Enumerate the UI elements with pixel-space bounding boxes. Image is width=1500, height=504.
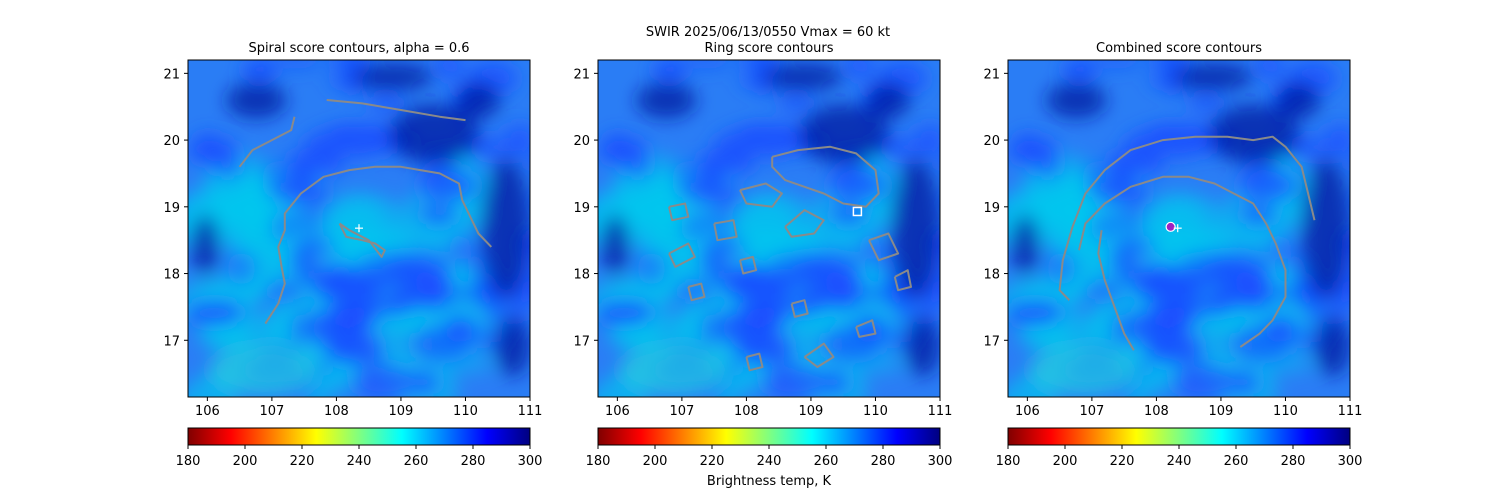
x-tick-label: 107: [1079, 404, 1104, 419]
colorbar-tick-label: 220: [1110, 454, 1135, 469]
contour-line: [868, 232, 900, 262]
colorbar-tick-label: 300: [928, 454, 953, 469]
contour-line: [745, 352, 764, 372]
panel-title: Combined score contours: [1096, 41, 1262, 56]
colorbar-tick-label: 280: [871, 454, 896, 469]
y-tick-label: 20: [163, 134, 180, 149]
colorbar-tick-label: 240: [757, 454, 782, 469]
panel-title: Ring score contours: [704, 41, 833, 56]
y-tick-label: 18: [163, 268, 180, 283]
panel-2: Ring score contours 106 107 108 109 110 111 17 1…: [573, 41, 953, 469]
contour-line: [668, 202, 690, 222]
y-tick-label: 21: [163, 67, 180, 82]
x-tick-label: 110: [453, 404, 478, 419]
panel-1: Spiral score contours, alpha = 0.6 106 107…: [163, 41, 543, 469]
combined-center-circle-marker: [1165, 221, 1176, 232]
colorbar: 180 200 220 240 260 280 300: [586, 427, 953, 469]
colorbar: 180 200 220 240 260 280 300: [176, 427, 543, 469]
colorbar-tick-label: 300: [518, 454, 543, 469]
y-tick-label: 17: [573, 334, 590, 349]
colorbar-tick-label: 240: [1167, 454, 1192, 469]
colorbar-tick-label: 260: [404, 454, 429, 469]
contour-line: [771, 145, 880, 208]
colorbar-tick-label: 280: [1281, 454, 1306, 469]
colorbar-tick-label: 180: [996, 454, 1021, 469]
contour-line: [1097, 230, 1135, 351]
contour-line: [264, 165, 493, 325]
colorbar-tick-label: 180: [586, 454, 611, 469]
colorbar-tick-label: 300: [1338, 454, 1363, 469]
contour-line: [739, 255, 758, 275]
x-tick-label: 108: [1144, 404, 1169, 419]
heatmap-image: [188, 60, 530, 397]
x-tick-label: 110: [1273, 404, 1298, 419]
x-tick-label: 106: [1015, 404, 1040, 419]
figure-suptitle: SWIR 2025/06/13/0550 Vmax = 60 kt: [646, 25, 890, 40]
colorbar-tick-label: 260: [814, 454, 839, 469]
colorbar-tick-label: 220: [700, 454, 725, 469]
center-plus-marker: [355, 224, 363, 233]
x-tick-label: 109: [799, 404, 824, 419]
x-tick-label: 107: [259, 404, 284, 419]
contour-line: [713, 219, 738, 242]
x-tick-label: 109: [1209, 404, 1234, 419]
y-tick-label: 18: [573, 268, 590, 283]
axes-frame: [187, 59, 531, 398]
contour-line: [855, 319, 877, 338]
x-tick-label: 111: [518, 404, 543, 419]
colorbar: 180 200 220 240 260 280 300: [996, 427, 1363, 469]
contour-line: [790, 299, 809, 318]
colorbar-tick-label: 200: [643, 454, 668, 469]
colorbar-tick-label: 240: [347, 454, 372, 469]
contour-line: [238, 116, 296, 168]
x-tick-label: 107: [669, 404, 694, 419]
y-tick-label: 20: [573, 134, 590, 149]
colorbar-tick-label: 220: [290, 454, 315, 469]
colorbar-tick-label: 200: [1053, 454, 1078, 469]
x-tick-label: 109: [389, 404, 414, 419]
contour-line: [803, 342, 835, 368]
ring-center-square-marker: [852, 206, 863, 217]
y-tick-label: 19: [573, 201, 590, 216]
colorbar-tick-label: 180: [176, 454, 201, 469]
contour-line: [1058, 135, 1316, 301]
contour-line: [687, 282, 706, 302]
center-plus-marker: [1173, 224, 1182, 233]
x-tick-label: 108: [324, 404, 349, 419]
colorbar-tick-label: 200: [233, 454, 258, 469]
y-tick-label: 18: [983, 268, 1000, 283]
contour-line: [338, 222, 386, 258]
contour-line: [784, 209, 825, 238]
x-tick-label: 110: [863, 404, 888, 419]
contour-line: [739, 182, 783, 208]
colorbar-tick-label: 260: [1224, 454, 1249, 469]
panel-3: Combined score contours 106 107 108 109 110 11…: [983, 41, 1363, 469]
colorbar-label: Brightness temp, K: [707, 474, 832, 489]
contour-line: [1078, 175, 1287, 348]
heatmap-image: [1008, 60, 1350, 397]
x-tick-label: 106: [195, 404, 220, 419]
panel-title: Spiral score contours, alpha = 0.6: [248, 41, 469, 56]
x-tick-label: 108: [734, 404, 759, 419]
axes-frame: [1007, 59, 1351, 398]
x-tick-label: 111: [1338, 404, 1363, 419]
colorbar-tick-label: 280: [461, 454, 486, 469]
y-tick-label: 17: [983, 334, 1000, 349]
contour-line: [893, 269, 912, 292]
y-tick-label: 19: [163, 201, 180, 216]
contour-line: [668, 242, 696, 268]
x-tick-label: 106: [605, 404, 630, 419]
y-tick-label: 21: [573, 67, 590, 82]
heatmap-image: [598, 60, 940, 397]
x-tick-label: 111: [928, 404, 953, 419]
y-tick-label: 19: [983, 201, 1000, 216]
contour-line: [326, 99, 466, 122]
y-tick-label: 20: [983, 134, 1000, 149]
y-tick-label: 21: [983, 67, 1000, 82]
y-tick-label: 17: [163, 334, 180, 349]
axes-frame: [597, 59, 941, 398]
